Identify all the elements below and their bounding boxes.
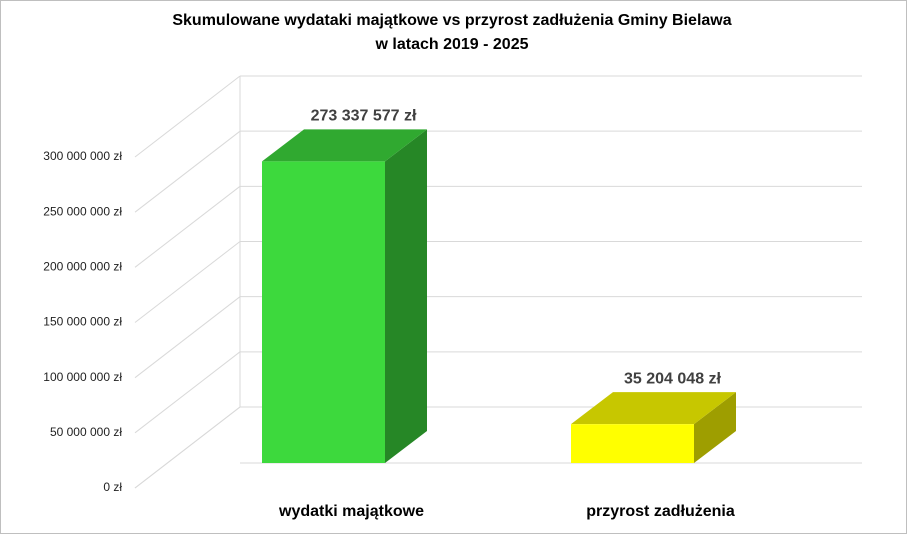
bar-top [571, 392, 736, 425]
grid-line [134, 75, 241, 158]
x-tick-label: wydatki majątkowe [278, 503, 424, 520]
bar [571, 424, 694, 463]
y-tick-label: 200 000 000 zł [43, 260, 122, 274]
bar-side [385, 129, 427, 463]
x-tick-label: przyrost zadłużenia [586, 503, 735, 520]
y-tick-label: 100 000 000 zł [43, 370, 122, 384]
bar [262, 161, 385, 463]
value-label: 35 204 048 zł [624, 370, 722, 387]
y-tick-label: 50 000 000 zł [50, 425, 122, 439]
bar-top [262, 129, 427, 162]
grid-line [134, 185, 241, 268]
y-tick-label: 300 000 000 zł [43, 149, 122, 163]
grid-line [134, 296, 241, 379]
chart-title: w latach 2019 - 2025 [375, 36, 529, 53]
grid-line [134, 406, 241, 489]
bar-side [694, 392, 736, 463]
grid-line [134, 351, 241, 434]
chart-title: Skumulowane wydataki majątkowe vs przyro… [172, 12, 731, 29]
y-tick-label: 250 000 000 zł [43, 204, 122, 218]
grid-line [134, 241, 241, 323]
grid-line [134, 130, 241, 213]
y-tick-label: 150 000 000 zł [43, 315, 122, 329]
y-tick-label: 0 zł [103, 480, 122, 494]
value-label: 273 337 577 zł [311, 108, 417, 125]
